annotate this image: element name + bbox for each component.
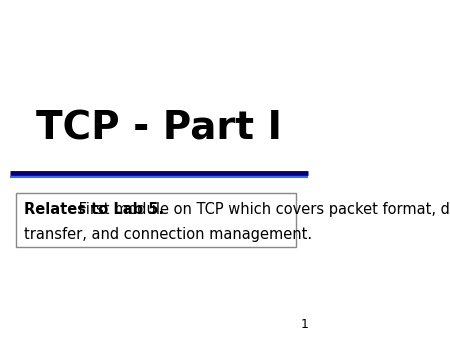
Text: TCP - Part I: TCP - Part I: [36, 110, 282, 147]
Text: transfer, and connection management.: transfer, and connection management.: [24, 227, 312, 242]
Text: First module on TCP which covers packet format, data: First module on TCP which covers packet …: [74, 202, 450, 217]
Text: 1: 1: [301, 318, 308, 331]
FancyBboxPatch shape: [16, 193, 296, 247]
Text: Relates to Lab 5.: Relates to Lab 5.: [24, 202, 164, 217]
